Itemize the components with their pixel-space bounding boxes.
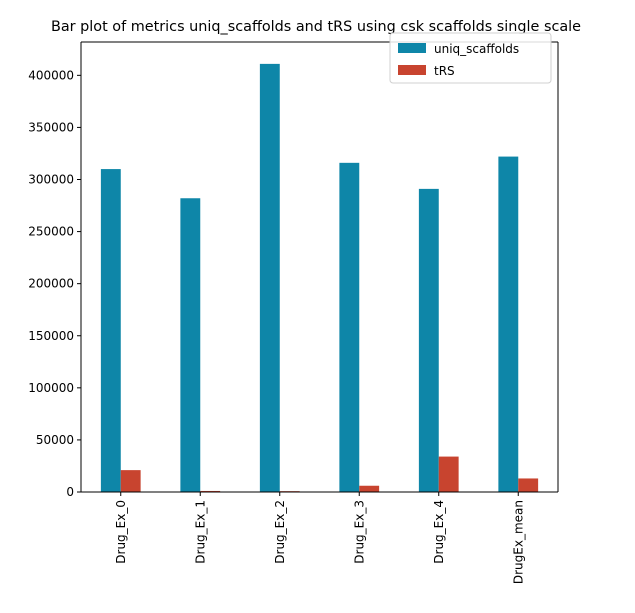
bar-tRS-Drug_Ex_1 [200, 490, 221, 492]
bar-tRS-DrugEx_mean [518, 478, 539, 492]
x-tick-label: DrugEx_mean [511, 500, 525, 584]
y-tick-label: 400000 [28, 68, 74, 82]
x-tick-label: Drug_Ex_0 [114, 500, 128, 564]
bar-uniq_scaffolds-Drug_Ex_3 [339, 162, 360, 492]
bar-tRS-Drug_Ex_4 [438, 456, 459, 492]
legend: uniq_scaffolds tRS [389, 32, 552, 84]
legend-box [389, 32, 552, 84]
y-tick-label: 300000 [28, 173, 74, 187]
x-tick-label: Drug_Ex_3 [352, 500, 366, 564]
legend-swatch-tRS [398, 65, 426, 75]
bars-layer [100, 63, 539, 493]
axes-layer: 0 50000 100000 150000 200000 250000 300000 3500… [28, 41, 559, 584]
x-tick-label: Drug_Ex_2 [273, 500, 287, 564]
bar-uniq_scaffolds-Drug_Ex_4 [418, 188, 439, 493]
bar-uniq_scaffolds-Drug_Ex_1 [180, 198, 201, 492]
y-tick-label: 50000 [36, 433, 74, 447]
legend-label-tRS: tRS [434, 64, 455, 78]
legend-swatch-uniq_scaffolds [398, 43, 426, 53]
bar-tRS-Drug_Ex_3 [359, 485, 380, 492]
y-tick-label: 100000 [28, 381, 74, 395]
bar-uniq_scaffolds-Drug_Ex_0 [100, 169, 121, 492]
y-tick-label: 250000 [28, 225, 74, 239]
y-tick-label: 350000 [28, 120, 74, 134]
y-tick-label: 150000 [28, 329, 74, 343]
y-tick-label: 200000 [28, 277, 74, 291]
bar-uniq_scaffolds-DrugEx_mean [498, 156, 519, 492]
y-tick-label: 0 [66, 485, 74, 499]
x-tick-label: Drug_Ex_1 [193, 500, 207, 564]
bar-tRS-Drug_Ex_0 [120, 470, 141, 493]
legend-label-uniq_scaffolds: uniq_scaffolds [434, 42, 519, 56]
x-tick-label: Drug_Ex_4 [432, 500, 446, 564]
chart-title: Bar plot of metrics uniq_scaffolds and t… [51, 19, 581, 35]
bar-uniq_scaffolds-Drug_Ex_2 [259, 63, 280, 493]
